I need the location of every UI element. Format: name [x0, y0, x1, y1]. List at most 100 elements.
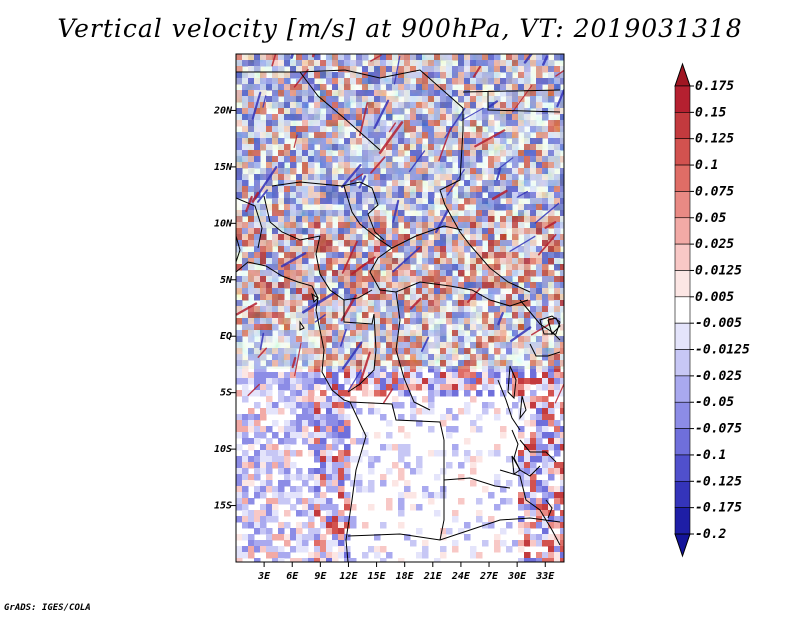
- field-cell: [326, 504, 333, 511]
- field-cell: [392, 402, 399, 409]
- field-cell: [554, 462, 561, 469]
- field-cell: [290, 402, 297, 409]
- field-cell: [554, 450, 561, 457]
- field-cell: [284, 432, 291, 439]
- field-cell: [296, 432, 303, 439]
- field-cell: [380, 474, 387, 481]
- field-cell: [320, 474, 327, 481]
- field-cell: [428, 384, 435, 391]
- field-cell: [248, 522, 255, 529]
- streak: [339, 328, 347, 347]
- field-cell: [284, 444, 291, 451]
- field-cell: [428, 450, 435, 457]
- field-cell: [314, 372, 321, 379]
- streak: [370, 156, 386, 174]
- field-cell: [476, 450, 483, 457]
- field-cell: [452, 510, 459, 517]
- field-cell: [266, 516, 273, 523]
- field-cell: [248, 378, 255, 385]
- field-cell: [470, 372, 477, 379]
- field-cell: [440, 528, 447, 535]
- field-cell: [308, 384, 315, 391]
- streak: [314, 314, 326, 323]
- field-cell: [344, 456, 351, 463]
- field-cell: [326, 486, 333, 493]
- field-cell: [548, 402, 555, 409]
- field-cell: [500, 540, 507, 547]
- field-cell: [506, 522, 513, 529]
- field-cell: [332, 558, 339, 562]
- field-cell: [380, 378, 387, 385]
- field-cell: [524, 420, 531, 427]
- field-cell: [368, 486, 375, 493]
- field-cell: [344, 402, 351, 409]
- field-cell: [350, 516, 357, 523]
- field-cell: [248, 438, 255, 445]
- field-cell: [536, 558, 543, 562]
- field-cell: [410, 402, 417, 409]
- field-cell: [482, 366, 489, 373]
- field-cell: [296, 498, 303, 505]
- field-cell: [326, 540, 333, 547]
- field-cell: [374, 534, 381, 541]
- colorbar-bottom-arrow: [674, 533, 691, 558]
- field-cell: [326, 528, 333, 535]
- field-cell: [464, 534, 471, 541]
- field-cell: [266, 534, 273, 541]
- field-cell: [266, 378, 273, 385]
- streak: [236, 302, 258, 316]
- field-cell: [308, 378, 315, 385]
- field-cell: [506, 480, 513, 487]
- field-cell: [332, 510, 339, 517]
- field-cell: [242, 462, 249, 469]
- field-cell: [242, 504, 249, 511]
- field-cell: [266, 390, 273, 397]
- field-cell: [368, 456, 375, 463]
- field-cell: [434, 372, 441, 379]
- field-cell: [530, 498, 537, 505]
- field-cell: [524, 450, 531, 457]
- field-cell: [530, 390, 537, 397]
- field-cell: [452, 516, 459, 523]
- field-cell: [404, 462, 411, 469]
- field-cell: [428, 390, 435, 397]
- field-cell: [254, 366, 261, 373]
- field-cell: [338, 516, 345, 523]
- field-cell: [428, 378, 435, 385]
- field-cell: [302, 390, 309, 397]
- field-cell: [404, 378, 411, 385]
- field-cell: [434, 384, 441, 391]
- field-cell: [548, 444, 555, 451]
- field-cell: [236, 378, 243, 385]
- field-cell: [350, 504, 357, 511]
- field-cell: [542, 504, 549, 511]
- streak: [392, 199, 400, 223]
- field-cell: [518, 516, 525, 523]
- field-cell: [494, 504, 501, 511]
- field-cell: [332, 468, 339, 475]
- field-cell: [338, 492, 345, 499]
- field-cell: [554, 426, 561, 433]
- field-cell: [416, 378, 423, 385]
- field-cell: [554, 492, 561, 499]
- field-cell: [254, 486, 261, 493]
- colorbar-label: 0.15: [695, 105, 726, 120]
- field-cell: [236, 420, 243, 427]
- x-tick-label: 27E: [479, 571, 499, 582]
- colorbar-label: 0.0125: [695, 263, 742, 278]
- field-cell: [260, 546, 267, 553]
- field-cell: [500, 366, 507, 373]
- field-cell: [410, 378, 417, 385]
- field-cell: [368, 402, 375, 409]
- field-cell: [398, 558, 405, 562]
- field-cell: [476, 426, 483, 433]
- field-cell: [272, 462, 279, 469]
- field-cell: [266, 510, 273, 517]
- field-cell: [242, 546, 249, 553]
- field-cell: [236, 552, 243, 559]
- field-cell: [254, 438, 261, 445]
- field-cell: [236, 468, 243, 475]
- field-cell: [308, 444, 315, 451]
- field-cell: [560, 480, 564, 487]
- field-cell: [308, 504, 315, 511]
